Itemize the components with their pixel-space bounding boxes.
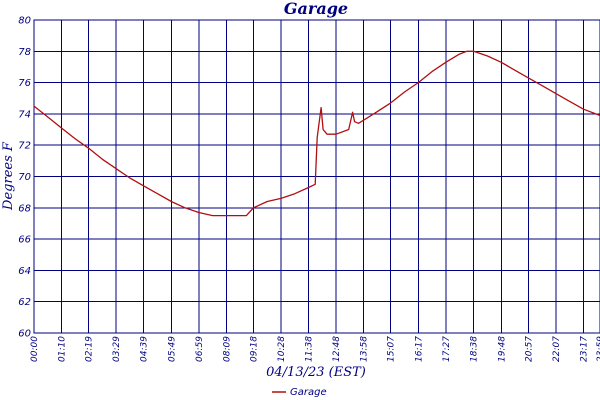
grid bbox=[33, 19, 600, 334]
x-tick-label: 13:58 bbox=[360, 336, 370, 362]
x-tick-label: 15:07 bbox=[387, 336, 397, 362]
x-tick-label: 23:17 bbox=[579, 336, 589, 362]
y-tick-label: 72 bbox=[18, 141, 31, 152]
x-tick-label: 16:17 bbox=[414, 336, 424, 362]
y-tick-label: 78 bbox=[18, 47, 31, 58]
y-tick-label: 68 bbox=[18, 203, 31, 214]
x-tick-label: 10:28 bbox=[277, 336, 287, 362]
series-layer bbox=[33, 50, 600, 217]
x-tick-label: 01:10 bbox=[58, 336, 68, 362]
y-tick-label: 64 bbox=[18, 266, 31, 277]
x-axis-ticks: 00:00 01:10 02:19 03:29 04:39 05:49 06:59 08:09… bbox=[30, 336, 600, 362]
x-tick-label: 06:59 bbox=[195, 336, 205, 362]
y-tick-label: 70 bbox=[18, 172, 31, 183]
x-tick-label: 08:09 bbox=[222, 336, 232, 362]
y-tick-label: 62 bbox=[18, 297, 31, 308]
y-tick-label: 74 bbox=[18, 109, 31, 120]
x-tick-label: 00:00 bbox=[30, 336, 40, 362]
x-tick-label: 12:48 bbox=[332, 336, 342, 362]
y-tick-label: 76 bbox=[18, 78, 31, 89]
chart-title: Garage bbox=[284, 0, 348, 18]
x-tick-label: 04:39 bbox=[140, 336, 150, 362]
plot-frame bbox=[33, 19, 600, 334]
y-axis-ticks: 60 62 64 66 68 70 72 74 76 78 80 bbox=[18, 16, 31, 340]
x-tick-label: 18:38 bbox=[470, 336, 480, 362]
legend: Garage bbox=[272, 387, 327, 398]
x-tick-label: 11:38 bbox=[305, 336, 315, 362]
x-tick-label: 05:49 bbox=[167, 336, 177, 362]
x-tick-label: 20:57 bbox=[524, 336, 534, 362]
y-tick-label: 60 bbox=[18, 329, 31, 340]
x-tick-label: 02:19 bbox=[85, 336, 95, 362]
x-axis-title: 04/13/23 (EST) bbox=[266, 365, 366, 380]
x-tick-label: 23:59 bbox=[596, 336, 600, 362]
x-tick-label: 09:18 bbox=[249, 336, 259, 362]
legend-label: Garage bbox=[290, 387, 327, 398]
x-tick-label: 17:27 bbox=[442, 336, 452, 362]
x-tick-label: 19:48 bbox=[497, 336, 507, 362]
x-tick-label: 03:29 bbox=[112, 336, 122, 362]
y-axis-title: Degrees F bbox=[1, 141, 16, 211]
series-line-garage bbox=[33, 50, 600, 217]
x-tick-label: 22:07 bbox=[552, 336, 562, 362]
y-tick-label: 66 bbox=[18, 235, 31, 246]
y-tick-label: 80 bbox=[18, 16, 31, 27]
